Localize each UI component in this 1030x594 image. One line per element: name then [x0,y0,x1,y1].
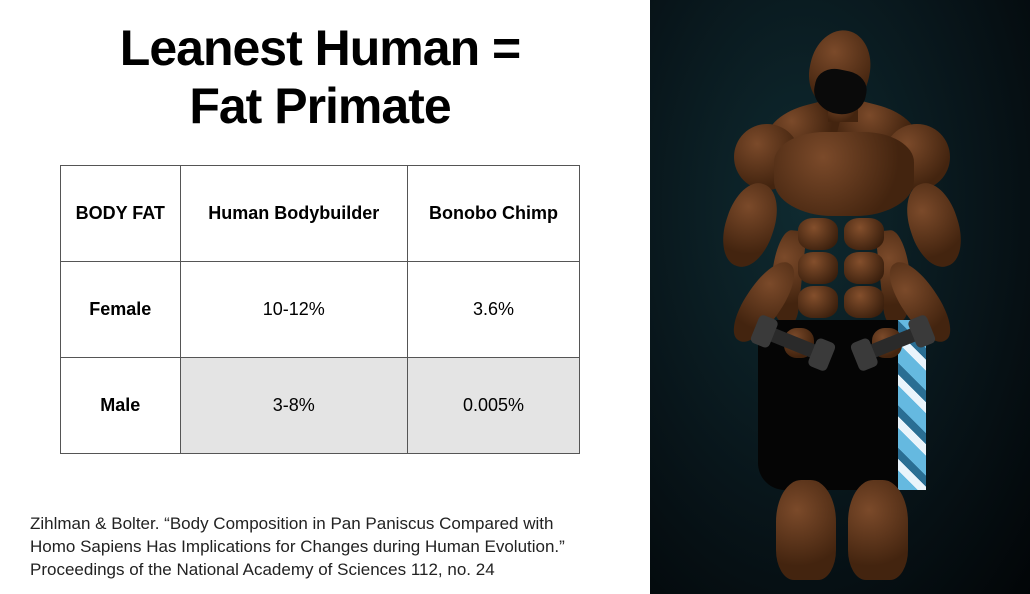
citation-line-1: Zihlman & Bolter. “Body Composition in P… [30,514,553,533]
col-header-human: Human Bodybuilder [180,166,408,262]
cell-bonobo: 3.6% [408,262,580,358]
slide-title: Leanest Human = Fat Primate [30,20,610,135]
title-line-2: Fat Primate [189,78,450,134]
cell-human: 10-12% [180,262,408,358]
table-row: Male3-8%0.005% [61,358,580,454]
col-header-bonobo: Bonobo Chimp [408,166,580,262]
cell-bonobo: 0.005% [408,358,580,454]
row-label: Female [61,262,181,358]
title-line-1: Leanest Human = [120,20,520,76]
table-body: Female10-12%3.6%Male3-8%0.005% [61,262,580,454]
table-header-row: BODY FAT Human Bodybuilder Bonobo Chimp [61,166,580,262]
row-label: Male [61,358,181,454]
citation: Zihlman & Bolter. “Body Composition in P… [30,513,610,582]
body-fat-table: BODY FAT Human Bodybuilder Bonobo Chimp … [60,165,580,454]
col-header-bodyfat: BODY FAT [61,166,181,262]
bodybuilder-illustration [680,20,1000,580]
citation-line-2: Homo Sapiens Has Implications for Change… [30,537,565,556]
table-row: Female10-12%3.6% [61,262,580,358]
slide-left-panel: Leanest Human = Fat Primate BODY FAT Hum… [0,0,650,594]
citation-line-3: Proceedings of the National Academy of S… [30,560,495,579]
slide-right-panel [650,0,1030,594]
cell-human: 3-8% [180,358,408,454]
